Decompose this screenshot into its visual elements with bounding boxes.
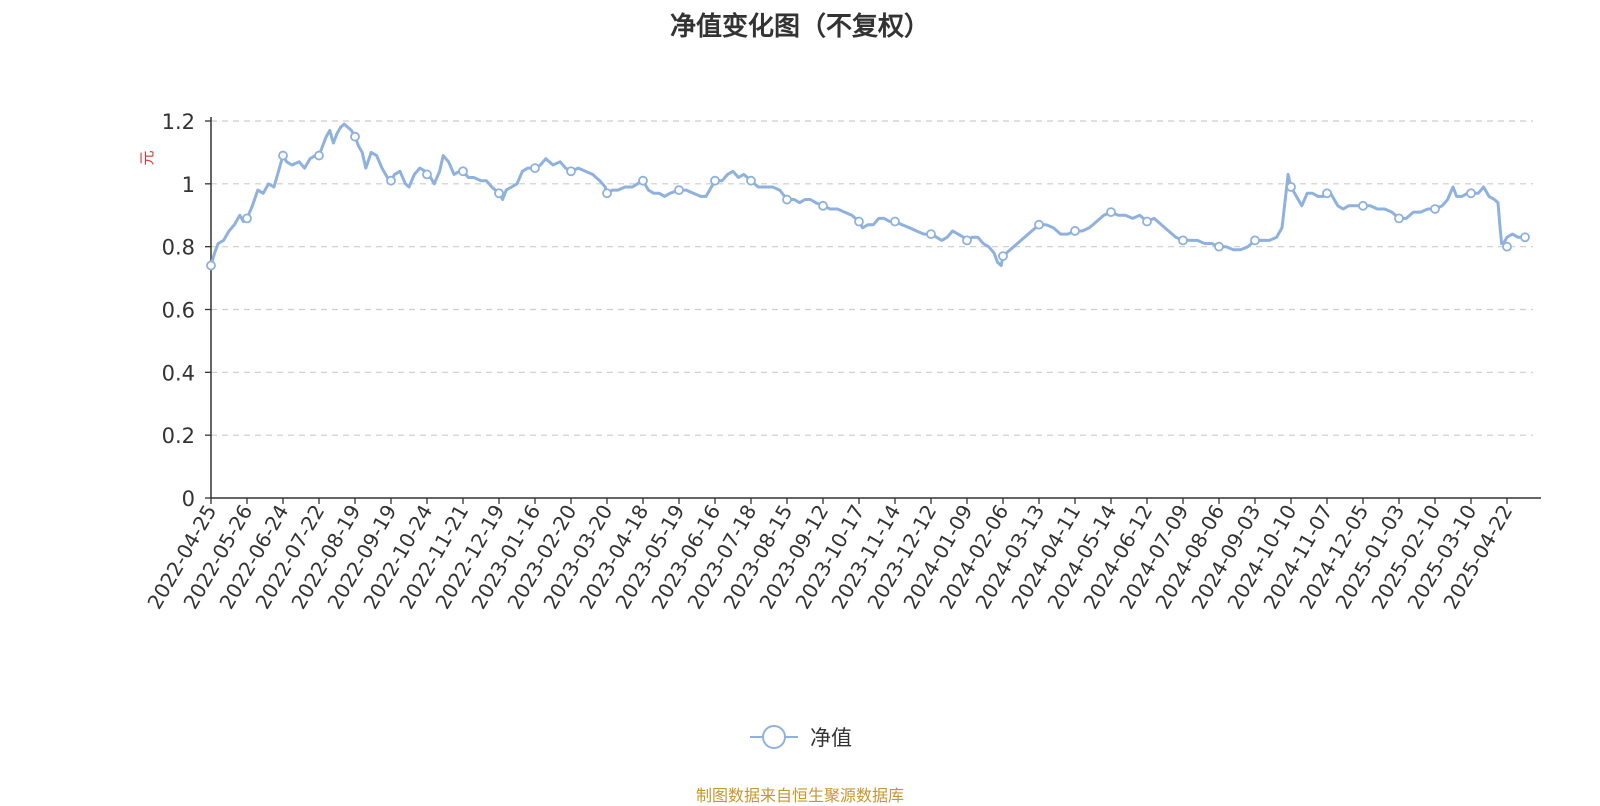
series-marker[interactable] — [278, 150, 288, 161]
legend[interactable]: 净值 — [748, 722, 852, 752]
series-marker[interactable] — [1070, 226, 1080, 236]
gridlines — [211, 120, 1533, 436]
series-marker[interactable] — [206, 260, 216, 271]
series-marker[interactable] — [242, 213, 252, 224]
series-marker[interactable] — [1034, 219, 1044, 230]
y-tick-label: 0.6 — [162, 299, 195, 323]
series-marker[interactable] — [890, 216, 900, 227]
series-marker[interactable] — [1178, 235, 1188, 246]
series-marker[interactable] — [638, 175, 648, 186]
series-markers — [206, 131, 1530, 271]
source-note: 制图数据来自恒生聚源数据库 — [695, 786, 904, 805]
x-tick-labels: 2022-04-252022-05-262022-06-242022-07-22… — [142, 501, 1517, 614]
series-marker[interactable] — [962, 235, 972, 246]
series-marker[interactable] — [1502, 241, 1512, 252]
series-marker[interactable] — [710, 175, 720, 186]
series-marker[interactable] — [566, 166, 576, 177]
series-marker[interactable] — [1520, 232, 1530, 243]
y-tick-label: 0 — [182, 487, 195, 511]
axes — [205, 117, 1541, 504]
series-marker[interactable] — [530, 163, 540, 174]
series-marker[interactable] — [1250, 235, 1260, 246]
legend-label: 净值 — [810, 726, 852, 750]
series-marker[interactable] — [1430, 204, 1440, 214]
series-marker[interactable] — [1286, 182, 1296, 192]
series-marker[interactable] — [818, 200, 828, 211]
series-marker[interactable] — [1142, 216, 1152, 227]
series-marker[interactable] — [1466, 188, 1476, 199]
series-marker[interactable] — [314, 150, 324, 161]
series-marker[interactable] — [674, 185, 684, 196]
y-tick-label: 1.2 — [162, 110, 195, 134]
series-marker[interactable] — [1358, 200, 1368, 211]
series-marker[interactable] — [1322, 188, 1332, 199]
legend-symbol-icon — [750, 725, 798, 749]
y-tick-label: 0.2 — [162, 424, 195, 448]
series-line-path — [209, 122, 1527, 267]
series-marker[interactable] — [350, 131, 360, 142]
series-marker[interactable] — [494, 188, 504, 199]
series-marker[interactable] — [998, 251, 1008, 261]
series-marker[interactable] — [602, 188, 612, 199]
series-marker[interactable] — [422, 169, 432, 180]
series-marker[interactable] — [386, 175, 396, 186]
y-tick-label: 1 — [182, 173, 195, 197]
chart-title: 净值变化图（不复权） — [669, 12, 930, 42]
series-marker[interactable] — [1394, 213, 1404, 224]
series-marker[interactable] — [926, 229, 936, 240]
y-tick-label: 0.8 — [162, 236, 195, 260]
y-tick-labels: 0 0.2 0.4 0.6 0.8 1 1.2 — [162, 110, 195, 511]
series-marker[interactable] — [458, 166, 468, 177]
y-axis-unit-label: 元 — [138, 150, 156, 165]
series-marker[interactable] — [1106, 207, 1116, 218]
y-tick-label: 0.4 — [162, 361, 195, 385]
series-marker[interactable] — [854, 216, 864, 227]
series-marker[interactable] — [746, 175, 756, 186]
series-marker[interactable] — [1214, 241, 1224, 252]
series-marker[interactable] — [782, 194, 792, 205]
series-line — [209, 122, 1527, 267]
